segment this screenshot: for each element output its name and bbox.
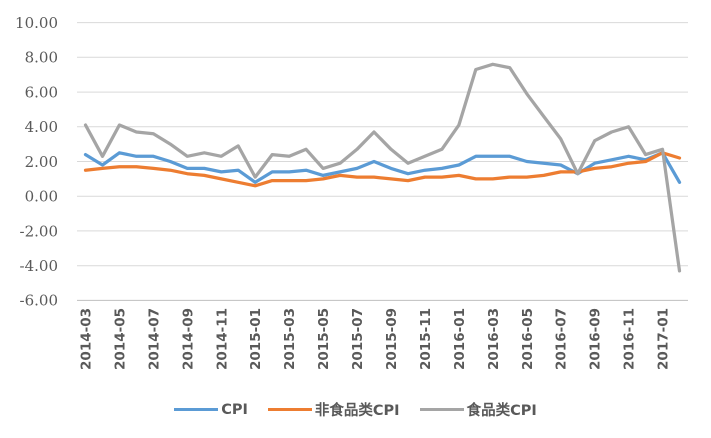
legend-item-cpi: CPI <box>174 402 248 418</box>
x-axis-tick-label: 2015-03 <box>282 308 298 370</box>
x-axis-tick-label: 2015-01 <box>248 308 264 370</box>
series-line-food-cpi <box>83 62 682 273</box>
y-axis-tick-label: 6.00 <box>25 83 58 101</box>
y-axis-tick-label: 4.00 <box>25 118 58 136</box>
x-axis-tick-label: 2014-09 <box>180 308 196 370</box>
legend-line-sample-cpi <box>174 407 219 412</box>
x-axis-tick-label: 2016-11 <box>622 308 638 370</box>
x-axis-tick-label: 2016-01 <box>452 308 468 370</box>
chart-legend: CPI 非食品类CPI 食品类CPI <box>0 399 711 420</box>
x-axis-tick-label: 2015-07 <box>350 308 366 370</box>
legend-label-cpi: CPI <box>221 401 248 418</box>
legend-line-sample-non-food-cpi <box>267 407 312 412</box>
y-axis-tick-label: -6.00 <box>20 292 58 310</box>
legend-label-non-food-cpi: 非食品类CPI <box>314 403 400 419</box>
y-axis-tick-label: 10.00 <box>15 14 58 32</box>
x-axis-tick-label: 2016-09 <box>588 308 604 370</box>
y-axis-tick-label: 8.00 <box>25 49 58 67</box>
x-axis-tick-label: 2015-09 <box>384 308 400 370</box>
x-axis-tick-label: 2017-01 <box>656 308 672 370</box>
legend-item-food-cpi: 食品类CPI <box>419 399 537 420</box>
x-axis-tick-label: 2014-03 <box>79 308 95 370</box>
y-axis-tick-label: 0.00 <box>25 188 58 206</box>
x-axis-tick-label: 2016-03 <box>486 308 502 370</box>
x-axis-tick-label: 2014-11 <box>214 308 230 370</box>
y-axis-tick-label: -2.00 <box>20 222 58 240</box>
x-axis-tick-label: 2015-11 <box>418 308 434 370</box>
legend-line-sample-food-cpi <box>419 407 464 412</box>
y-axis-tick-label: -4.00 <box>20 257 58 275</box>
series-line-non-food-cpi <box>83 151 682 188</box>
x-axis-tick-label: 2014-05 <box>112 308 128 370</box>
legend-item-non-food-cpi: 非食品类CPI <box>267 399 400 420</box>
legend-label-food-cpi: 食品类CPI <box>466 403 537 419</box>
chart-canvas: 10.00 8.00 6.00 4.00 2.00 0.00 -2.00 -4.00 -6.00… <box>15 14 688 370</box>
x-axis-tick-label: 2016-07 <box>554 308 570 370</box>
x-axis-tick-label: 2015-05 <box>316 308 332 370</box>
x-axis-tick-label: 2016-05 <box>520 308 536 370</box>
x-axis-tick-label: 2014-07 <box>146 308 162 370</box>
y-axis-tick-label: 2.00 <box>25 153 58 171</box>
